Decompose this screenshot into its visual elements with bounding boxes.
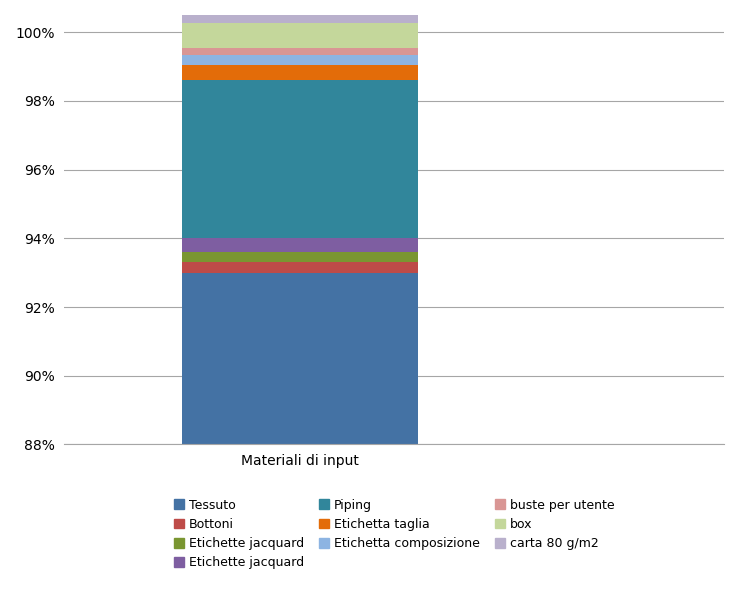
Legend: Tessuto, Bottoni, Etichette jacquard, Etichette jacquard, Piping, Etichetta tagl: Tessuto, Bottoni, Etichette jacquard, Et…: [168, 494, 619, 574]
Bar: [182, 55, 418, 65]
Bar: [182, 262, 418, 273]
Bar: [182, 13, 418, 23]
Bar: [182, 79, 418, 239]
Bar: [182, 239, 418, 252]
Bar: [182, 48, 418, 55]
Bar: [182, 65, 418, 79]
Bar: [182, 273, 418, 445]
Bar: [182, 252, 418, 262]
Bar: [182, 23, 418, 48]
